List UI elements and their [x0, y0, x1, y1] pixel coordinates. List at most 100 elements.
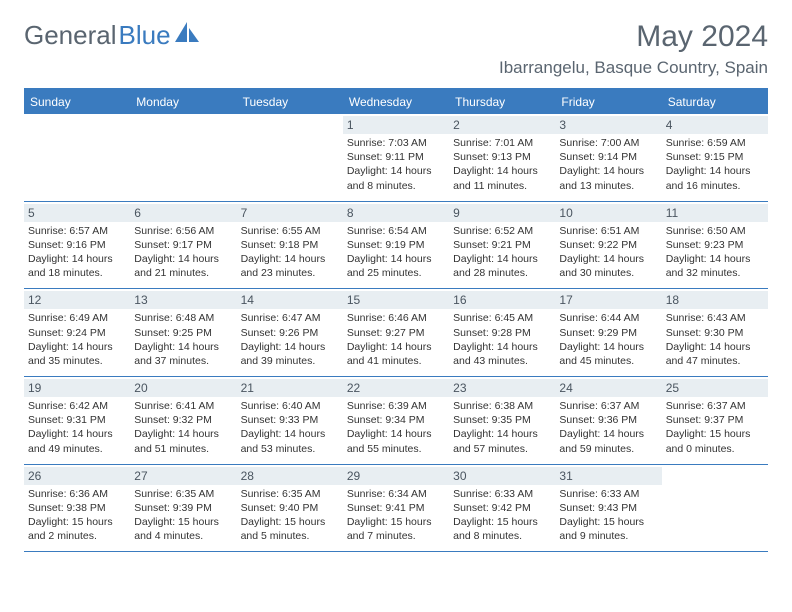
day-info: Sunrise: 6:54 AMSunset: 9:19 PMDaylight:… [347, 224, 445, 281]
day-cell: 29 Sunrise: 6:34 AMSunset: 9:41 PMDayligh… [343, 465, 449, 552]
day-cell: 16 Sunrise: 6:45 AMSunset: 9:28 PMDayligh… [449, 289, 555, 376]
weekday-header: Saturday [662, 90, 768, 114]
day-info: Sunrise: 6:46 AMSunset: 9:27 PMDaylight:… [347, 311, 445, 368]
weeks-container: 1Sunrise: 7:03 AMSunset: 9:11 PMDaylight… [24, 114, 768, 552]
day-number: 4 [662, 116, 768, 134]
day-info: Sunrise: 6:50 AMSunset: 9:23 PMDaylight:… [666, 224, 764, 281]
day-cell: 19 Sunrise: 6:42 AMSunset: 9:31 PMDayligh… [24, 377, 130, 464]
day-cell [130, 114, 236, 201]
day-number: 19 [24, 379, 130, 397]
day-cell: 13 Sunrise: 6:48 AMSunset: 9:25 PMDayligh… [130, 289, 236, 376]
day-info: Sunrise: 6:41 AMSunset: 9:32 PMDaylight:… [134, 399, 232, 456]
day-info: Sunrise: 6:40 AMSunset: 9:33 PMDaylight:… [241, 399, 339, 456]
day-number: 25 [662, 379, 768, 397]
day-number: 14 [237, 291, 343, 309]
day-info: Sunrise: 6:48 AMSunset: 9:25 PMDaylight:… [134, 311, 232, 368]
day-number: 12 [24, 291, 130, 309]
day-number: 30 [449, 467, 555, 485]
day-cell: 14 Sunrise: 6:47 AMSunset: 9:26 PMDayligh… [237, 289, 343, 376]
day-info: Sunrise: 6:49 AMSunset: 9:24 PMDaylight:… [28, 311, 126, 368]
day-info: Sunrise: 6:42 AMSunset: 9:31 PMDaylight:… [28, 399, 126, 456]
day-number: 24 [555, 379, 661, 397]
day-cell: 23 Sunrise: 6:38 AMSunset: 9:35 PMDayligh… [449, 377, 555, 464]
day-info: Sunrise: 6:35 AMSunset: 9:39 PMDaylight:… [134, 487, 232, 544]
calendar-grid: SundayMondayTuesdayWednesdayThursdayFrid… [24, 88, 768, 552]
day-info: Sunrise: 6:43 AMSunset: 9:30 PMDaylight:… [666, 311, 764, 368]
day-number: 31 [555, 467, 661, 485]
day-cell: 17Sunrise: 6:44 AMSunset: 9:29 PMDayligh… [555, 289, 661, 376]
day-cell: 24 Sunrise: 6:37 AMSunset: 9:36 PMDayligh… [555, 377, 661, 464]
day-cell: 12 Sunrise: 6:49 AMSunset: 9:24 PMDayligh… [24, 289, 130, 376]
day-cell: 10Sunrise: 6:51 AMSunset: 9:22 PMDayligh… [555, 202, 661, 289]
day-number: 29 [343, 467, 449, 485]
weekday-header: Thursday [449, 90, 555, 114]
day-number: 18 [662, 291, 768, 309]
week-row: 19 Sunrise: 6:42 AMSunset: 9:31 PMDayligh… [24, 377, 768, 465]
day-number: 7 [237, 204, 343, 222]
day-cell: 31 Sunrise: 6:33 AMSunset: 9:43 PMDayligh… [555, 465, 661, 552]
day-info: Sunrise: 6:59 AMSunset: 9:15 PMDaylight:… [666, 136, 764, 193]
weekday-header: Friday [555, 90, 661, 114]
day-info: Sunrise: 6:37 AMSunset: 9:37 PMDaylight:… [666, 399, 764, 456]
day-number: 11 [662, 204, 768, 222]
day-cell: 5Sunrise: 6:57 AMSunset: 9:16 PMDaylight… [24, 202, 130, 289]
day-cell: 30 Sunrise: 6:33 AMSunset: 9:42 PMDayligh… [449, 465, 555, 552]
day-number: 16 [449, 291, 555, 309]
day-number: 13 [130, 291, 236, 309]
day-cell: 4 Sunrise: 6:59 AMSunset: 9:15 PMDaylight… [662, 114, 768, 201]
day-number: 15 [343, 291, 449, 309]
day-info: Sunrise: 6:37 AMSunset: 9:36 PMDaylight:… [559, 399, 657, 456]
day-cell: 20 Sunrise: 6:41 AMSunset: 9:32 PMDayligh… [130, 377, 236, 464]
day-cell [24, 114, 130, 201]
day-info: Sunrise: 6:38 AMSunset: 9:35 PMDaylight:… [453, 399, 551, 456]
day-info: Sunrise: 6:33 AMSunset: 9:43 PMDaylight:… [559, 487, 657, 544]
logo-sail-icon [175, 22, 201, 44]
day-number: 2 [449, 116, 555, 134]
day-cell [237, 114, 343, 201]
day-info: Sunrise: 6:47 AMSunset: 9:26 PMDaylight:… [241, 311, 339, 368]
day-info: Sunrise: 6:57 AMSunset: 9:16 PMDaylight:… [28, 224, 126, 281]
day-info: Sunrise: 7:00 AMSunset: 9:14 PMDaylight:… [559, 136, 657, 193]
day-cell: 21 Sunrise: 6:40 AMSunset: 9:33 PMDayligh… [237, 377, 343, 464]
day-info: Sunrise: 7:01 AMSunset: 9:13 PMDaylight:… [453, 136, 551, 193]
day-number: 20 [130, 379, 236, 397]
day-number: 26 [24, 467, 130, 485]
day-info: Sunrise: 6:51 AMSunset: 9:22 PMDaylight:… [559, 224, 657, 281]
day-info: Sunrise: 6:55 AMSunset: 9:18 PMDaylight:… [241, 224, 339, 281]
day-number: 9 [449, 204, 555, 222]
day-cell: 3Sunrise: 7:00 AMSunset: 9:14 PMDaylight… [555, 114, 661, 201]
weekday-header-row: SundayMondayTuesdayWednesdayThursdayFrid… [24, 90, 768, 114]
day-info: Sunrise: 6:36 AMSunset: 9:38 PMDaylight:… [28, 487, 126, 544]
day-number: 6 [130, 204, 236, 222]
day-cell: 26 Sunrise: 6:36 AMSunset: 9:38 PMDayligh… [24, 465, 130, 552]
week-row: 1Sunrise: 7:03 AMSunset: 9:11 PMDaylight… [24, 114, 768, 202]
day-info: Sunrise: 6:52 AMSunset: 9:21 PMDaylight:… [453, 224, 551, 281]
weekday-header: Wednesday [343, 90, 449, 114]
day-number: 28 [237, 467, 343, 485]
day-cell: 11 Sunrise: 6:50 AMSunset: 9:23 PMDayligh… [662, 202, 768, 289]
day-number: 21 [237, 379, 343, 397]
day-info: Sunrise: 6:33 AMSunset: 9:42 PMDaylight:… [453, 487, 551, 544]
logo: GeneralBlue [24, 20, 201, 51]
weekday-header: Monday [130, 90, 236, 114]
day-info: Sunrise: 6:44 AMSunset: 9:29 PMDaylight:… [559, 311, 657, 368]
week-row: 5Sunrise: 6:57 AMSunset: 9:16 PMDaylight… [24, 202, 768, 290]
day-info: Sunrise: 6:45 AMSunset: 9:28 PMDaylight:… [453, 311, 551, 368]
logo-text-2: Blue [119, 20, 171, 51]
day-cell: 7 Sunrise: 6:55 AMSunset: 9:18 PMDaylight… [237, 202, 343, 289]
day-number: 8 [343, 204, 449, 222]
day-number: 22 [343, 379, 449, 397]
day-info: Sunrise: 7:03 AMSunset: 9:11 PMDaylight:… [347, 136, 445, 193]
location-text: Ibarrangelu, Basque Country, Spain [499, 58, 768, 78]
day-info: Sunrise: 6:39 AMSunset: 9:34 PMDaylight:… [347, 399, 445, 456]
day-cell: 15 Sunrise: 6:46 AMSunset: 9:27 PMDayligh… [343, 289, 449, 376]
day-number: 23 [449, 379, 555, 397]
header: GeneralBlue May 2024 Ibarrangelu, Basque… [24, 20, 768, 84]
week-row: 26 Sunrise: 6:36 AMSunset: 9:38 PMDayligh… [24, 465, 768, 553]
day-cell: 27Sunrise: 6:35 AMSunset: 9:39 PMDayligh… [130, 465, 236, 552]
day-cell: 28Sunrise: 6:35 AMSunset: 9:40 PMDayligh… [237, 465, 343, 552]
day-cell: 2 Sunrise: 7:01 AMSunset: 9:13 PMDaylight… [449, 114, 555, 201]
day-cell: 1Sunrise: 7:03 AMSunset: 9:11 PMDaylight… [343, 114, 449, 201]
day-info: Sunrise: 6:34 AMSunset: 9:41 PMDaylight:… [347, 487, 445, 544]
logo-text-1: General [24, 20, 117, 51]
